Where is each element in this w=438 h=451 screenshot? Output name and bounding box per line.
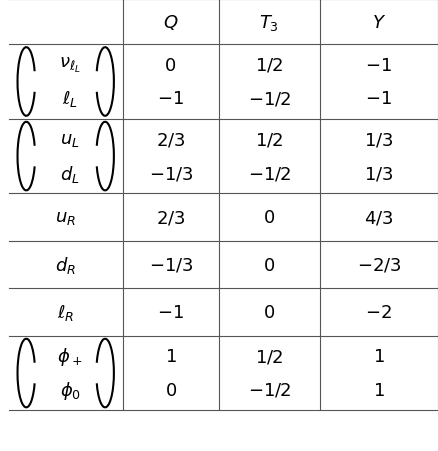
Text: $d_L$: $d_L$	[60, 163, 80, 184]
Text: $1$: $1$	[165, 347, 177, 365]
Text: $-1$: $-1$	[157, 90, 184, 108]
Text: $1$: $1$	[373, 381, 385, 399]
Text: $1/3$: $1/3$	[364, 131, 394, 149]
Text: $u_L$: $u_L$	[60, 131, 80, 149]
Text: $-1$: $-1$	[157, 304, 184, 321]
Text: $T_3$: $T_3$	[259, 13, 279, 32]
Text: $1/2$: $1/2$	[255, 131, 284, 149]
Text: $-1/3$: $-1/3$	[148, 256, 193, 274]
Text: $Q$: $Q$	[163, 13, 179, 32]
Text: $1$: $1$	[373, 347, 385, 365]
Text: $2/3$: $2/3$	[156, 209, 186, 226]
Text: $-1/3$: $-1/3$	[148, 165, 193, 183]
Text: $\phi_0$: $\phi_0$	[60, 379, 81, 401]
Text: $0$: $0$	[263, 304, 276, 321]
Text: $Y$: $Y$	[372, 14, 386, 32]
Text: $-2$: $-2$	[365, 304, 392, 321]
Text: $-1$: $-1$	[365, 90, 392, 108]
Text: $-1/2$: $-1/2$	[247, 381, 291, 399]
Text: $0$: $0$	[165, 381, 177, 399]
Text: $u_R$: $u_R$	[55, 209, 76, 226]
Text: $0$: $0$	[263, 209, 276, 226]
Text: $-1$: $-1$	[365, 56, 392, 74]
Text: $-2/3$: $-2/3$	[357, 256, 401, 274]
Text: $-1/2$: $-1/2$	[247, 165, 291, 183]
Text: $d_R$: $d_R$	[55, 254, 76, 276]
Text: $-1/2$: $-1/2$	[247, 90, 291, 108]
Text: $4/3$: $4/3$	[364, 209, 394, 226]
Text: $0$: $0$	[263, 256, 276, 274]
Text: $\ell_R$: $\ell_R$	[57, 302, 74, 322]
Text: $1/2$: $1/2$	[255, 56, 284, 74]
Text: $1/3$: $1/3$	[364, 165, 394, 183]
Text: $\nu_{\ell_L}$: $\nu_{\ell_L}$	[59, 56, 81, 75]
Text: $1/2$: $1/2$	[255, 347, 284, 365]
Text: $\phi_+$: $\phi_+$	[57, 345, 83, 367]
Text: $\ell_L$: $\ell_L$	[62, 89, 78, 109]
Text: $2/3$: $2/3$	[156, 131, 186, 149]
Text: 0: 0	[165, 56, 177, 74]
